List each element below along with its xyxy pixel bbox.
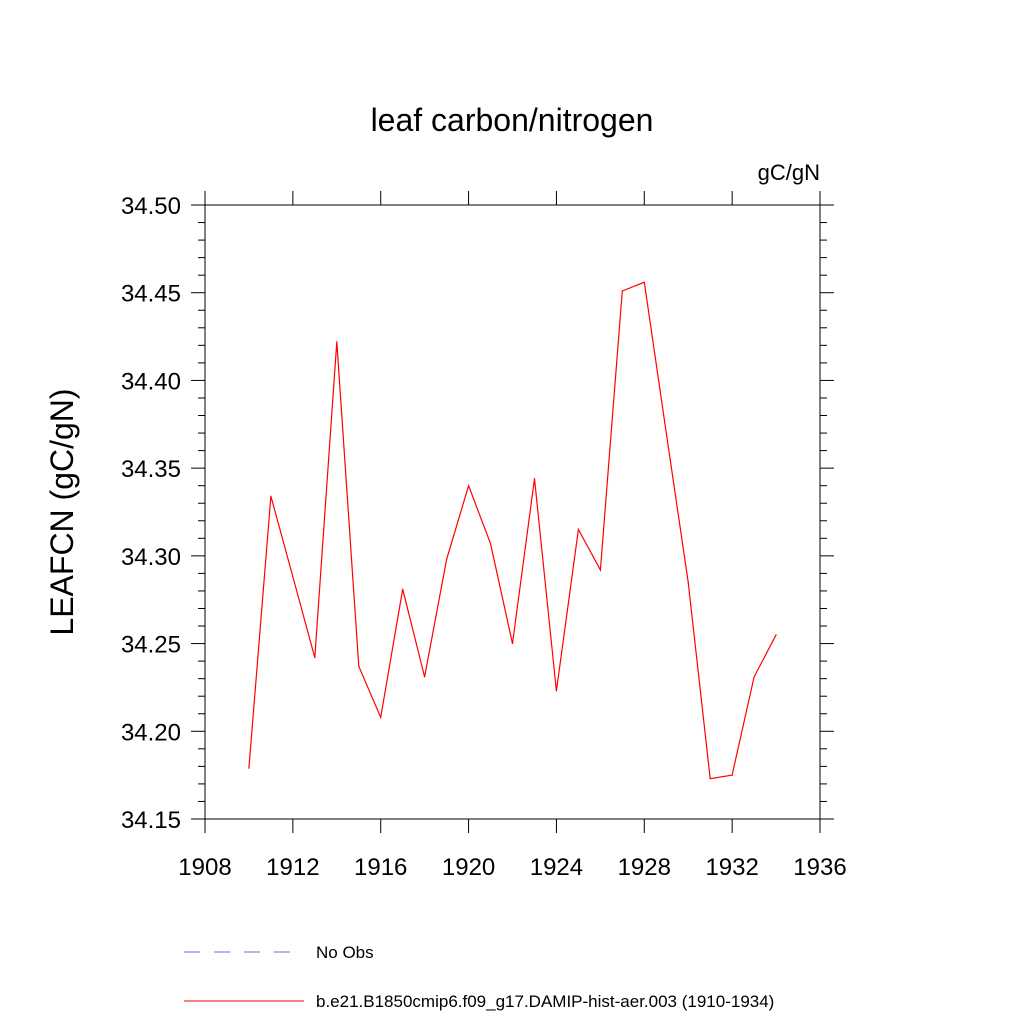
data-point [731,774,733,776]
data-point [467,485,470,487]
data-point [248,767,250,769]
data-point [709,778,711,780]
data-point [753,676,755,678]
data-point [446,558,448,560]
data-point [621,290,623,292]
chart-title: leaf carbon/nitrogen [371,102,654,138]
data-point [402,588,404,590]
data-point [336,341,338,343]
data-point [511,642,514,645]
y-tick-label: 34.40 [121,368,181,395]
y-tick-label: 34.25 [121,632,181,659]
y-axis-title: LEAFCN (gC/gN) [44,388,80,635]
y-tick-label: 34.20 [121,719,181,746]
x-tick-label: 1920 [442,854,495,881]
data-point [489,542,492,545]
data-point [314,657,316,659]
x-tick-label: 1908 [178,854,231,881]
data-point [358,665,360,667]
data-point [292,576,294,578]
x-tick-label: 1932 [705,854,758,881]
y-tick-label: 34.50 [121,193,181,220]
x-tick-label: 1916 [354,854,407,881]
data-point [643,281,645,283]
series-line [248,281,777,780]
y-tick-label: 34.35 [121,456,181,483]
data-point [270,495,272,497]
ticks-layer: 1908 1912 1916 1920 1924 1928 1932 1936 34.15 34.… [121,191,847,881]
y-tick-label: 34.15 [121,807,181,834]
data-point [775,634,777,636]
data-point [665,432,667,434]
data-point [599,569,601,571]
data-point [577,528,579,531]
legend: No Obs b.e21.B1850cmip6.f09_g17.DAMIP-his… [184,943,774,1011]
data-point [687,581,689,583]
units-label: gC/gN [758,160,820,185]
x-tick-label: 1928 [618,854,671,881]
data-point [533,478,536,480]
x-tick-label: 1912 [266,854,319,881]
data-point [380,716,382,718]
x-tick-label: 1924 [530,854,583,881]
x-tick-label: 1936 [793,854,846,881]
data-point [424,676,426,678]
legend-label: b.e21.B1850cmip6.f09_g17.DAMIP-hist-aer.… [316,992,774,1011]
legend-label: No Obs [316,943,374,962]
series-layer [248,281,777,780]
y-tick-label: 34.45 [121,281,181,308]
data-point [555,690,558,692]
y-tick-label: 34.30 [121,544,181,571]
plot-frame [204,204,821,820]
